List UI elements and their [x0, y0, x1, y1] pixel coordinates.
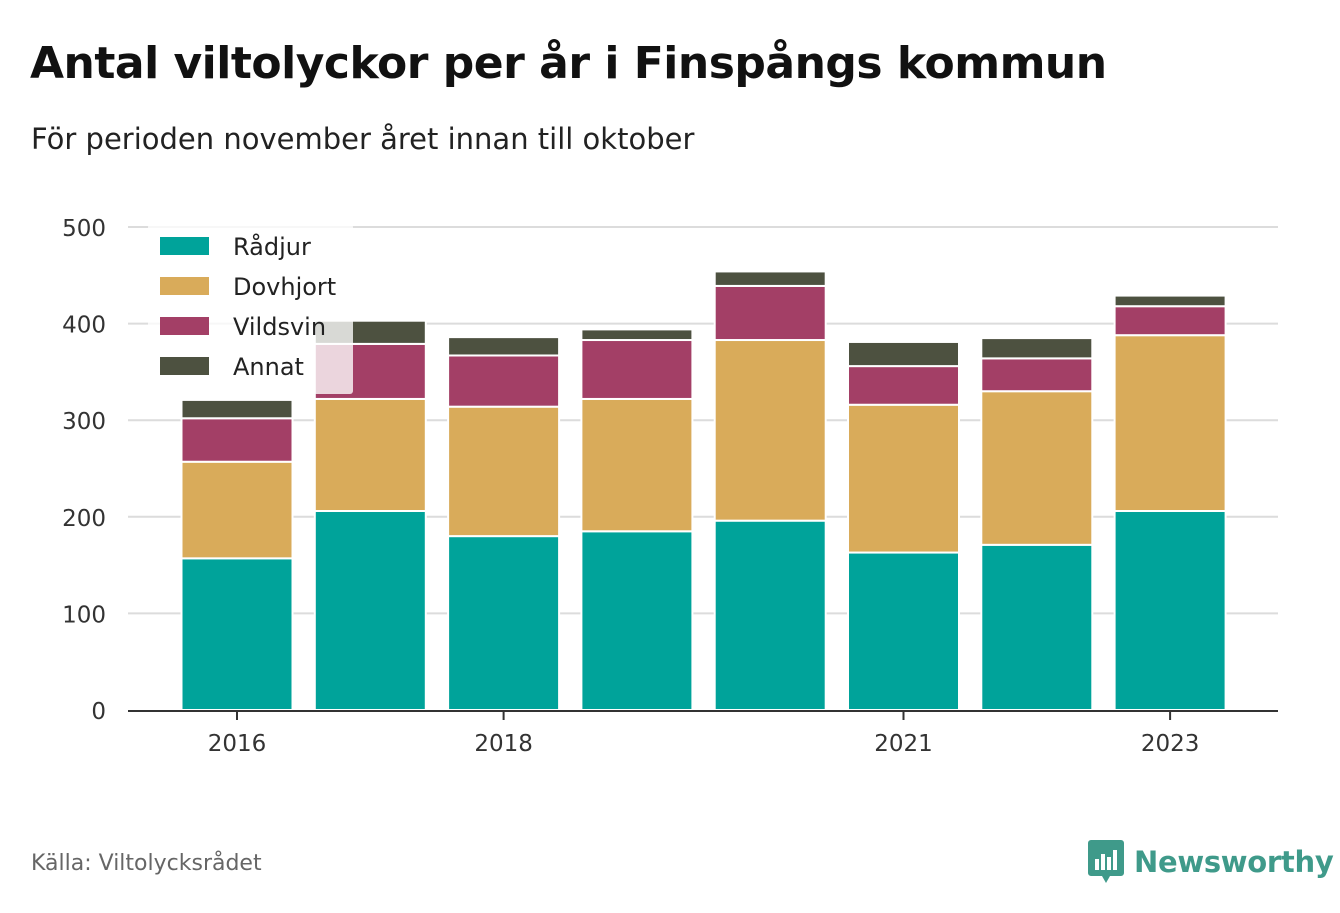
- bar-segment-rådjur-2023: [1113, 510, 1227, 711]
- bar-segment-rådjur-2019: [580, 530, 694, 711]
- y-tick-label: 300: [62, 409, 106, 435]
- bar-segment-vildsvin-2020: [713, 284, 827, 342]
- bar-segment-annat-2022: [980, 337, 1094, 360]
- bar-segment-rådjur-2020: [713, 519, 827, 711]
- bar-segment-vildsvin-2021: [847, 365, 960, 406]
- legend: Rådjur Dovhjort Vildsvin Annat: [148, 224, 353, 394]
- y-tick-label: 400: [62, 313, 106, 339]
- bar-segment-rådjur-2018: [447, 535, 561, 711]
- y-tick-label: 0: [91, 699, 106, 725]
- chart-subtitle: För perioden november året innan till ok…: [31, 122, 695, 156]
- bar-segment-dovhjort-2020: [713, 339, 827, 522]
- bar-segment-annat-2021: [847, 340, 960, 368]
- x-tick-label: 2023: [1141, 731, 1200, 757]
- bar-segment-dovhjort-2018: [447, 405, 561, 538]
- legend-label-vildsvin: Vildsvin: [233, 313, 326, 341]
- y-axis: 0 100 200 300 400 500: [62, 216, 106, 725]
- x-tick-label: 2021: [874, 731, 933, 757]
- x-axis: 2016 2018 2021 2023: [128, 710, 1278, 757]
- bar-segment-vildsvin-2018: [447, 354, 561, 408]
- bar-segment-vildsvin-2023: [1113, 305, 1227, 337]
- x-tick-label: 2018: [474, 731, 533, 757]
- bar-segment-dovhjort-2022: [980, 390, 1094, 546]
- bar-segment-annat-2018: [447, 336, 561, 357]
- legend-label-annat: Annat: [233, 353, 304, 381]
- legend-label-dovhjort: Dovhjort: [233, 273, 336, 301]
- legend-swatch-dovhjort: [160, 277, 209, 295]
- legend-swatch-vildsvin: [160, 317, 209, 335]
- bar-segment-annat-2023: [1113, 294, 1227, 308]
- bar-segment-dovhjort-2017: [313, 397, 427, 513]
- legend-box: [148, 224, 353, 394]
- bar-segment-dovhjort-2021: [847, 403, 960, 554]
- y-tick-label: 100: [62, 602, 106, 628]
- source-note: Källa: Viltolycksrådet: [31, 851, 262, 876]
- bar-segment-annat-2016: [180, 398, 294, 420]
- chart-title: Antal viltolyckor per år i Finspångs kom…: [30, 38, 1107, 89]
- bar-segment-rådjur-2017: [313, 510, 427, 711]
- bar-segment-annat-2020: [713, 270, 827, 287]
- bar-segment-vildsvin-2016: [180, 417, 294, 463]
- legend-label-rådjur: Rådjur: [233, 232, 311, 261]
- bar-segment-vildsvin-2022: [980, 357, 1094, 393]
- legend-swatch-rådjur: [160, 237, 209, 255]
- y-tick-label: 200: [62, 506, 106, 532]
- bar-segment-dovhjort-2019: [580, 397, 694, 533]
- brand-name: Newsworthy: [1134, 845, 1334, 879]
- bars: [180, 270, 1227, 712]
- newsworthy-logo-icon: [1088, 840, 1124, 883]
- bar-segment-dovhjort-2023: [1113, 334, 1227, 513]
- legend-swatch-annat: [160, 357, 209, 375]
- bar-segment-rådjur-2016: [180, 557, 294, 712]
- bar-segment-dovhjort-2016: [180, 460, 294, 560]
- newsworthy-logo: Newsworthy: [1088, 840, 1334, 884]
- x-tick-label: 2016: [208, 731, 267, 757]
- bar-segment-rådjur-2022: [980, 543, 1094, 712]
- bar-segment-annat-2019: [580, 328, 694, 342]
- bar-segment-vildsvin-2019: [580, 339, 694, 400]
- y-tick-label: 500: [62, 216, 106, 242]
- bar-segment-rådjur-2021: [847, 551, 960, 711]
